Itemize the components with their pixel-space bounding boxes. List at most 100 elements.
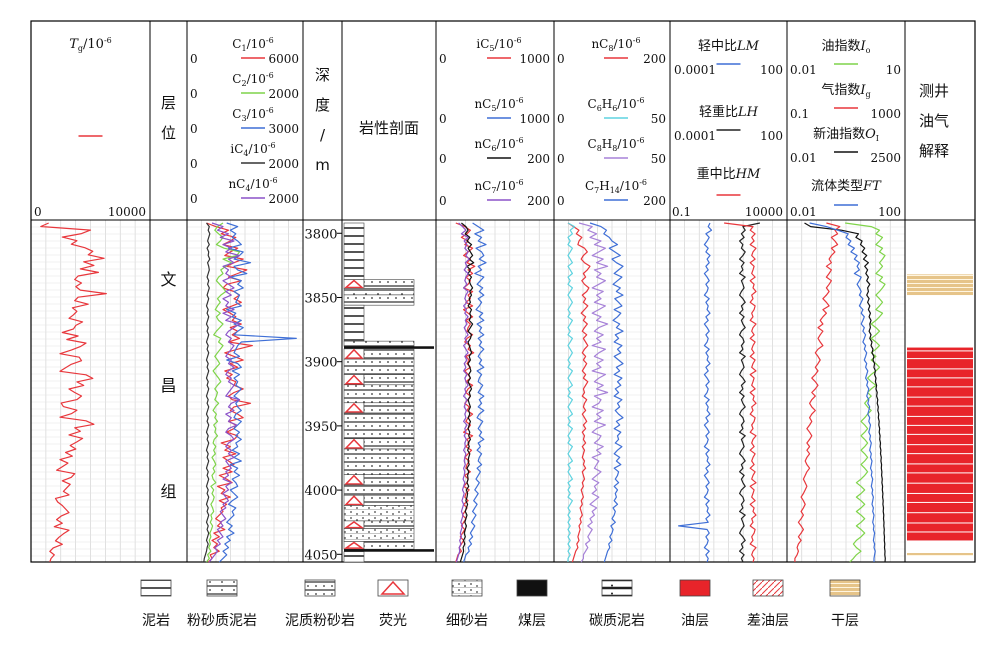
interpretation-header: 测井 bbox=[919, 82, 949, 100]
curve-ratios-2 bbox=[724, 222, 757, 563]
legend-swatch bbox=[206, 579, 238, 597]
depth-tick-label: 3800 bbox=[304, 227, 337, 242]
curve-c5c7-3 bbox=[455, 222, 470, 563]
interpretation-oil-layer bbox=[907, 359, 973, 369]
scale-min: 0 bbox=[190, 122, 198, 136]
scale-max: 1000 bbox=[870, 107, 901, 121]
scale-min: 0.1 bbox=[672, 205, 691, 219]
curve-c8c14-2 bbox=[578, 222, 609, 563]
curve-ratios-1 bbox=[738, 222, 761, 563]
legend-swatch bbox=[304, 579, 336, 597]
scale-min: 0 bbox=[34, 205, 42, 219]
scale-max: 10 bbox=[886, 63, 901, 77]
interpretation-oil-layer bbox=[907, 454, 973, 464]
scale-min: 0 bbox=[439, 112, 447, 126]
curve-c8c14-0 bbox=[567, 222, 591, 563]
legend-swatch bbox=[377, 579, 409, 597]
depth-tick-label: 3950 bbox=[304, 420, 337, 435]
scale-min: 0.01 bbox=[790, 205, 817, 219]
track-frame bbox=[30, 20, 976, 563]
lithology-fluorescence bbox=[343, 279, 415, 289]
depth-header: 深 bbox=[315, 66, 330, 84]
scale-max: 200 bbox=[527, 194, 550, 208]
legend-item-fine-sandstone: 细砂岩 bbox=[446, 579, 488, 629]
lithology-fluorescence bbox=[343, 541, 415, 550]
curve-name: 气指数Ig bbox=[821, 82, 870, 99]
interpretation-oil-layer bbox=[907, 445, 973, 454]
legend-swatch bbox=[752, 579, 784, 597]
interpretation-oil-layer bbox=[907, 351, 973, 359]
interpretation-dry-layer bbox=[907, 274, 973, 296]
scale-min: 0 bbox=[190, 157, 198, 171]
legend-item-carbonaceous-mudstone: 碳质泥岩 bbox=[589, 579, 645, 629]
legend-item-silty-mudstone: 粉砂质泥岩 bbox=[187, 579, 257, 629]
lithology-fluorescence bbox=[343, 348, 415, 360]
formation-name: 组 bbox=[160, 482, 176, 501]
lithology-muddy-siltstone bbox=[343, 484, 415, 496]
scale-max: 6000 bbox=[268, 52, 299, 66]
formation-header: 层 bbox=[161, 94, 176, 112]
scale-min: 0.0001 bbox=[674, 63, 716, 77]
legend-item-muddy-siltstone: 泥质粉砂岩 bbox=[285, 579, 355, 629]
scale-min: 0.1 bbox=[790, 107, 809, 121]
lithology-muddy-siltstone bbox=[343, 294, 415, 306]
legend-swatch bbox=[601, 579, 633, 597]
scale-max: 200 bbox=[527, 152, 550, 166]
curve-name: C7H14/10-6 bbox=[585, 178, 647, 195]
lithology-fluorescence bbox=[343, 402, 415, 414]
interpretation-oil-layer bbox=[907, 473, 973, 483]
legend-swatch bbox=[679, 579, 711, 597]
lithology-mudstone bbox=[343, 304, 365, 342]
legend-swatch bbox=[829, 579, 861, 597]
scale-max: 1000 bbox=[519, 112, 550, 126]
curve-name: nC6/10-6 bbox=[474, 136, 523, 153]
figure-border bbox=[30, 20, 976, 563]
curve-indices-2 bbox=[804, 222, 886, 563]
interpretation-header: 油气 bbox=[919, 112, 949, 130]
lithology-muddy-siltstone bbox=[343, 358, 415, 375]
interpretation-oil-layer bbox=[907, 532, 973, 541]
depth-header: 度 bbox=[315, 96, 330, 114]
scale-min: 0 bbox=[557, 52, 565, 66]
curve-c8c14-3 bbox=[589, 222, 624, 563]
scale-max: 10000 bbox=[745, 205, 783, 219]
interpretation-column bbox=[907, 274, 973, 556]
lithology-fluorescence bbox=[343, 438, 415, 450]
scale-min: 0.0001 bbox=[674, 129, 716, 143]
curve-name: C8H8/10-6 bbox=[588, 136, 645, 153]
curve-name: C3/10-6 bbox=[232, 106, 273, 123]
curve-name: Tg/10-6 bbox=[69, 36, 112, 53]
scale-min: 0 bbox=[190, 192, 198, 206]
scale-max: 200 bbox=[643, 194, 666, 208]
lithology-fluorescence bbox=[343, 520, 415, 529]
interpretation-oil-layer bbox=[907, 406, 973, 416]
curve-indices-1 bbox=[794, 222, 841, 562]
scale-max: 100 bbox=[760, 129, 783, 143]
interpretation-oil-layer bbox=[907, 464, 973, 473]
interpretation-header: 解释 bbox=[919, 142, 949, 160]
lithology-fluorescence bbox=[343, 494, 415, 506]
curve-name: iC4/10-6 bbox=[230, 141, 275, 158]
legend-item-oil-layer: 油层 bbox=[679, 579, 711, 629]
formation-name: 昌 bbox=[160, 376, 176, 395]
lithology-fine-sandstone bbox=[343, 505, 415, 522]
legend-label: 碳质泥岩 bbox=[589, 613, 645, 629]
interpretation-oil-layer bbox=[907, 425, 973, 434]
curve-ratios-0 bbox=[677, 222, 713, 563]
interpretation-oil-layer bbox=[907, 369, 973, 378]
lithology-fluorescence bbox=[343, 374, 415, 386]
formation-name: 文 bbox=[160, 270, 176, 289]
curve-tg-0 bbox=[40, 222, 107, 563]
legend-label: 油层 bbox=[681, 613, 709, 629]
depth-tick-label: 3850 bbox=[304, 291, 337, 306]
curve-name: 轻中比LM bbox=[698, 39, 760, 54]
legend-swatch bbox=[140, 579, 172, 597]
depth-header: m bbox=[315, 156, 330, 174]
log-curves bbox=[40, 222, 886, 563]
legend-label: 泥岩 bbox=[142, 613, 170, 629]
legend-item-fluorescence: 荧光 bbox=[377, 579, 409, 629]
legend: 泥岩 粉砂质泥岩 泥质粉砂岩 荧光 细砂岩 煤层 碳质泥岩 油层 差油层 干层 bbox=[140, 579, 861, 629]
interpretation-oil-layer bbox=[907, 434, 973, 445]
interpretation-oil-layer bbox=[907, 523, 973, 532]
